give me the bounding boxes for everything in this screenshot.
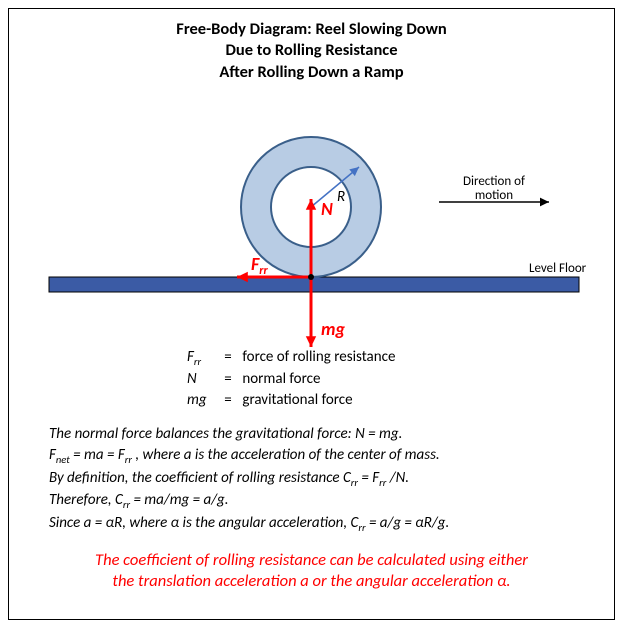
- motion-label-2: motion: [475, 188, 513, 203]
- legend-desc: force of rolling resistance: [239, 347, 395, 369]
- contact-point: [308, 274, 314, 280]
- fbd-svg: Level FloorRDirection ofmotionNFrrmg: [9, 87, 614, 347]
- free-body-diagram: Level FloorRDirection ofmotionNFrrmg: [9, 87, 614, 347]
- title-line-2: Due to Rolling Resistance: [9, 40, 614, 61]
- legend-symbol: mg: [187, 390, 217, 410]
- conclusion-block: The coefficient of rolling resistance ca…: [43, 550, 580, 593]
- legend-desc: normal force: [239, 369, 320, 389]
- expl-line-3: By definition, the coefficient of rollin…: [49, 468, 574, 491]
- legend-equals: =: [217, 390, 239, 410]
- legend-equals: =: [217, 347, 239, 369]
- expl-line-4: Therefore, Crr = ma/mg = a/g.: [49, 490, 574, 513]
- legend-row: N= normal force: [187, 369, 614, 389]
- floor: [49, 277, 579, 292]
- explanation-block: The normal force balances the gravitatio…: [49, 424, 574, 536]
- floor-label: Level Floor: [529, 261, 587, 276]
- legend-row: Frr= force of rolling resistance: [187, 347, 614, 369]
- title-block: Free-Body Diagram: Reel Slowing Down Due…: [9, 19, 614, 83]
- expl-line-5: Since a = αR, where α is the angular acc…: [49, 513, 574, 536]
- force-n-label: N: [321, 198, 333, 220]
- title-line-1: Free-Body Diagram: Reel Slowing Down: [9, 19, 614, 40]
- expl-line-1: The normal force balances the gravitatio…: [49, 424, 574, 445]
- conclusion-line-2: the translation acceleration a or the an…: [43, 571, 580, 592]
- title-line-3: After Rolling Down a Ramp: [9, 62, 614, 83]
- conclusion-line-1: The coefficient of rolling resistance ca…: [43, 550, 580, 571]
- legend-desc: gravitational force: [239, 390, 353, 410]
- force-mg-label: mg: [321, 318, 345, 340]
- legend-row: mg= gravitational force: [187, 390, 614, 410]
- diagram-frame: Free-Body Diagram: Reel Slowing Down Due…: [8, 8, 615, 620]
- legend-equals: =: [217, 369, 239, 389]
- radius-label: R: [337, 188, 345, 206]
- motion-label-1: Direction of: [463, 174, 525, 189]
- legend-symbol: N: [187, 369, 217, 389]
- legend: Frr= force of rolling resistanceN= norma…: [187, 347, 614, 410]
- legend-symbol: Frr: [187, 347, 217, 369]
- expl-line-2: Fnet = ma = Frr , where a is the acceler…: [49, 445, 574, 468]
